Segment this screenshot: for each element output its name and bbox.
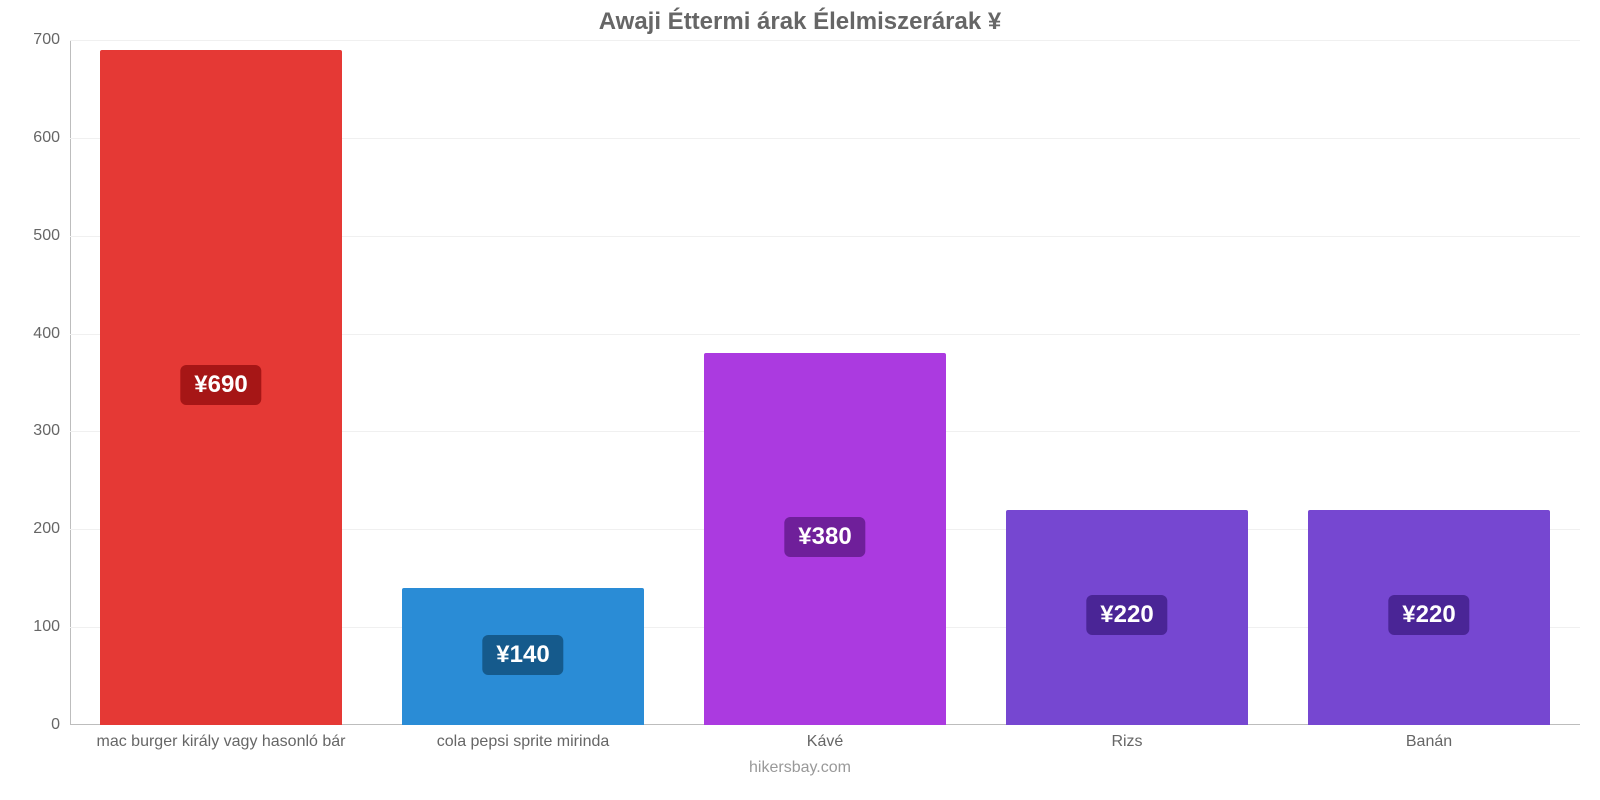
bar-value-label: ¥220 xyxy=(1086,595,1167,635)
y-axis-line xyxy=(70,40,71,725)
x-tick-label: cola pepsi sprite mirinda xyxy=(437,725,610,751)
chart-title: Awaji Éttermi árak Élelmiszerárak ¥ xyxy=(0,8,1600,36)
attribution: hikersbay.com xyxy=(0,759,1600,777)
y-tick-label: 100 xyxy=(33,618,70,636)
x-tick-label: Kávé xyxy=(807,725,843,751)
gridline xyxy=(70,40,1580,41)
plot-area: 0100200300400500600700¥690mac burger kir… xyxy=(70,40,1580,725)
y-tick-label: 500 xyxy=(33,227,70,245)
x-tick-label: Banán xyxy=(1406,725,1452,751)
y-tick-label: 400 xyxy=(33,325,70,343)
chart-container: Awaji Éttermi árak Élelmiszerárak ¥ 0100… xyxy=(0,0,1600,800)
y-tick-label: 300 xyxy=(33,422,70,440)
y-tick-label: 700 xyxy=(33,31,70,49)
bar-value-label: ¥220 xyxy=(1388,595,1469,635)
bar-value-label: ¥140 xyxy=(482,635,563,675)
y-tick-label: 600 xyxy=(33,129,70,147)
bar-value-label: ¥380 xyxy=(784,517,865,557)
x-tick-label: Rizs xyxy=(1111,725,1142,751)
x-tick-label: mac burger király vagy hasonló bár xyxy=(96,725,345,751)
bar-value-label: ¥690 xyxy=(180,365,261,405)
y-tick-label: 0 xyxy=(51,716,70,734)
y-tick-label: 200 xyxy=(33,520,70,538)
